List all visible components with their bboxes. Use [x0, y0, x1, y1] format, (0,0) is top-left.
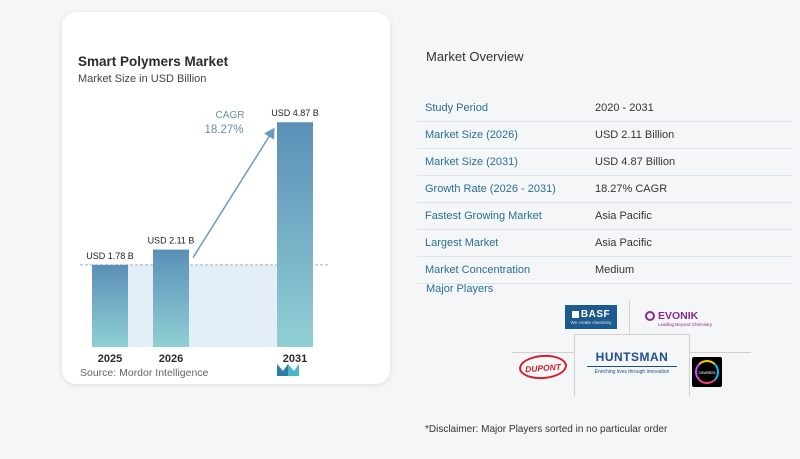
- bar: [92, 264, 128, 347]
- x-tick-label: 2025: [98, 353, 122, 365]
- disclaimer: *Disclaimer: Major Players sorted in no …: [425, 424, 668, 435]
- overview-row-size-2026: Market Size (2026) USD 2.11 Billion: [417, 122, 792, 149]
- overview-title: Market Overview: [426, 49, 524, 64]
- x-tick-label: 2031: [283, 353, 307, 365]
- bar: [153, 249, 189, 347]
- dupont-logo: DUPONT: [515, 353, 571, 381]
- logo-divider: [689, 352, 751, 353]
- overview-row-concentration: Market Concentration Medium: [417, 257, 792, 284]
- cagr-label: CAGR: [216, 110, 245, 121]
- x-tick-label: 2026: [159, 353, 183, 365]
- row-value: Medium: [595, 264, 635, 276]
- bar-data-label: USD 2.11 B: [148, 236, 195, 246]
- overview-row-growth-rate: Growth Rate (2026 - 2031) 18.27% CAGR: [417, 176, 792, 203]
- row-label: Study Period: [425, 102, 488, 114]
- logo-divider: [574, 334, 689, 335]
- huntsman-tagline: Enriching lives through innovation: [594, 368, 670, 375]
- overview-row-fastest-growing: Fastest Growing Market Asia Pacific: [417, 203, 792, 230]
- cagr-arrow: [192, 127, 275, 259]
- basf-square-icon: [571, 311, 579, 318]
- row-label: Market Size (2026): [425, 129, 518, 141]
- bar-data-label: USD 1.78 B: [86, 251, 134, 261]
- cagr-value: 18.27%: [204, 124, 243, 136]
- row-value: Asia Pacific: [595, 237, 652, 249]
- overview-row-largest-market: Largest Market Asia Pacific: [417, 230, 792, 257]
- source-text: Source: Mordor Intelligence: [80, 367, 209, 379]
- evonik-name: EVONIK: [658, 309, 699, 322]
- logo-divider: [574, 334, 575, 396]
- market-overview: Market Overview Study Period 2020 - 2031…: [417, 12, 800, 459]
- bar-chart: USD 1.78 B 2025 USD 2.11 B 2026 USD 4.87 B 20…: [80, 108, 330, 365]
- row-value: Asia Pacific: [595, 210, 652, 222]
- row-value: 18.27% CAGR: [595, 183, 668, 195]
- row-value: USD 4.87 Billion: [595, 156, 676, 168]
- row-label: Market Size (2031): [425, 156, 518, 168]
- covestro-logo: covestro: [692, 357, 722, 387]
- dupont-name: DUPONT: [524, 361, 562, 375]
- baseline-band: [92, 264, 313, 347]
- logo-divider: [512, 352, 574, 353]
- row-label: Market Concentration: [425, 264, 531, 276]
- basf-name: BASF: [580, 309, 611, 320]
- overview-row-size-2031: Market Size (2031) USD 4.87 Billion: [417, 149, 792, 176]
- bar: [277, 122, 313, 347]
- players-logos: BASF We create chemistry EVONIK Leading …: [417, 300, 800, 400]
- evonik-logo: EVONIK Leading Beyond Chemistry: [645, 306, 719, 330]
- chart-card: Smart Polymers Market Market Size in USD…: [62, 12, 390, 384]
- row-label: Largest Market: [425, 237, 499, 249]
- chart-subtitle: Market Size in USD Billion: [78, 73, 207, 85]
- huntsman-logo: HUNTSMAN Enriching lives through innovat…: [579, 348, 685, 376]
- logo-divider: [689, 334, 690, 396]
- row-value: USD 2.11 Billion: [595, 129, 675, 141]
- mordor-logo-icon: [277, 364, 299, 376]
- row-label: Growth Rate (2026 - 2031): [425, 183, 556, 195]
- bar-data-label: USD 4.87 B: [271, 108, 319, 118]
- row-label: Fastest Growing Market: [425, 210, 542, 222]
- basf-logo: BASF We create chemistry: [565, 305, 617, 329]
- major-players-title: Major Players: [426, 283, 494, 295]
- covestro-name: covestro: [698, 369, 716, 375]
- evonik-circle-icon: [645, 310, 655, 321]
- evonik-tagline: Leading Beyond Chemistry: [658, 321, 713, 327]
- covestro-ring-icon: covestro: [695, 360, 719, 384]
- chart-title: Smart Polymers Market: [78, 54, 229, 69]
- overview-row-study-period: Study Period 2020 - 2031: [417, 95, 792, 122]
- logo-divider: [629, 300, 630, 334]
- huntsman-name: HUNTSMAN: [595, 349, 669, 364]
- row-value: 2020 - 2031: [595, 102, 654, 114]
- huntsman-underline: [587, 365, 677, 367]
- basf-tagline: We create chemistry: [570, 320, 612, 325]
